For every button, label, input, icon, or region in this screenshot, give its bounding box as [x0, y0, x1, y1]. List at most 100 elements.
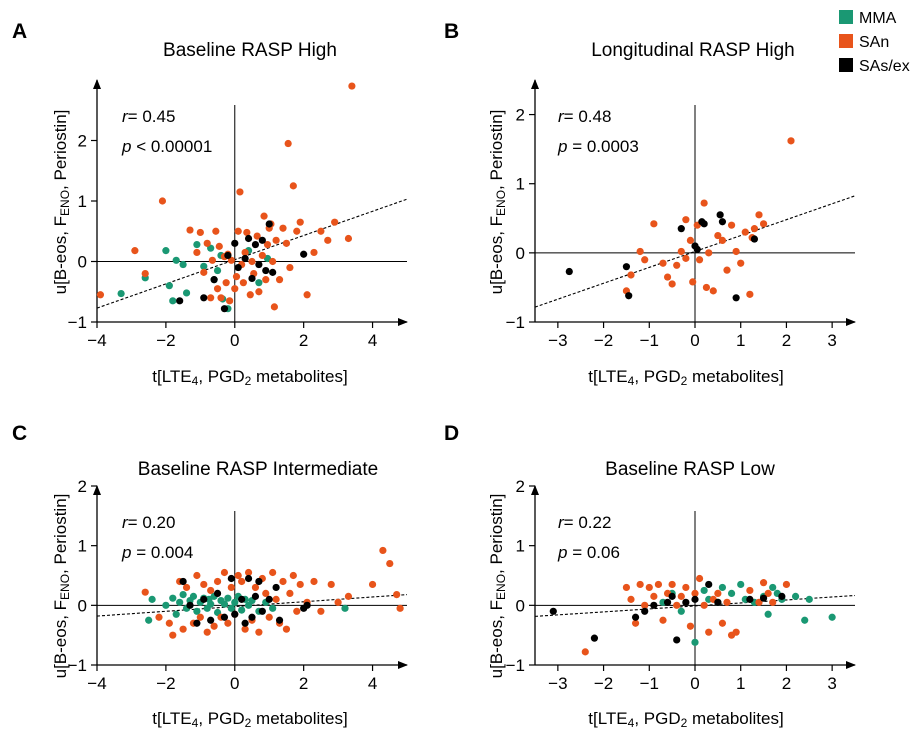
y-tick-label: 2: [516, 106, 525, 125]
data-point-san: [96, 291, 105, 299]
data-point-san: [746, 586, 754, 595]
data-point-san: [723, 266, 731, 274]
y-tick-label: 2: [78, 477, 87, 496]
data-point-san: [654, 580, 663, 589]
data-point-san: [622, 583, 631, 592]
y-axis-label: u[B-eos, FENO, Periostin]: [487, 494, 508, 679]
data-point-san: [258, 251, 266, 260]
data-point-san: [179, 625, 187, 633]
data-point-san: [769, 598, 777, 606]
data-point-san: [737, 259, 745, 267]
data-point-san: [141, 270, 149, 278]
y-axis-arrow-icon: [531, 79, 539, 89]
data-point-san: [764, 589, 772, 598]
y-tick-label: −1: [506, 656, 525, 675]
data-point-mma: [172, 256, 180, 264]
legend-swatch-san: [839, 34, 853, 48]
data-point-mma: [172, 610, 180, 618]
data-point-mma: [213, 266, 222, 275]
y-tick-label: 0: [516, 244, 525, 263]
x-axis-label: t[LTE4, PGD2 metabolites]: [152, 367, 347, 388]
data-point-san: [131, 247, 139, 255]
regression-line: [534, 594, 856, 617]
data-point-san: [289, 571, 297, 580]
y-tick-label: 1: [516, 175, 525, 194]
data-point-sas-ex: [238, 595, 246, 603]
y-axis-arrow-icon: [93, 79, 101, 89]
data-point-mma: [764, 610, 772, 618]
data-point-san: [213, 577, 222, 586]
data-point-mma: [179, 260, 187, 269]
data-point-san: [732, 628, 740, 636]
data-point-sas-ex: [275, 616, 284, 624]
x-tick-label: 3: [827, 331, 836, 350]
data-point-mma: [176, 598, 184, 606]
data-point-san: [234, 571, 242, 580]
panel-letter: A: [12, 20, 27, 43]
data-point-sas-ex: [220, 305, 229, 313]
data-point-sas-ex: [176, 297, 184, 305]
data-point-san: [169, 631, 177, 639]
data-point-san: [286, 589, 294, 598]
data-point-sas-ex: [625, 292, 633, 300]
data-point-sas-ex: [248, 613, 256, 621]
x-tick-label: 0: [230, 674, 239, 693]
data-point-mma: [255, 279, 263, 287]
data-point-san: [241, 248, 249, 257]
data-point-san: [260, 212, 268, 220]
data-point-sas-ex: [220, 613, 229, 621]
data-point-san: [265, 613, 273, 621]
data-point-san: [262, 276, 270, 284]
panel-title: Baseline RASP High: [163, 40, 337, 61]
data-point-sas-ex: [718, 218, 727, 226]
data-point-mma: [200, 262, 208, 270]
data-point-san: [279, 577, 287, 586]
panel-d: D Baseline RASP Low r= 0.22 p = 0.06 t[L…: [444, 422, 856, 730]
data-point-mma: [718, 583, 727, 592]
data-point-san: [279, 224, 287, 232]
data-point-san: [627, 271, 635, 279]
y-axis-arrow-icon: [93, 485, 101, 495]
data-point-mma: [227, 604, 235, 612]
data-point-san: [677, 247, 685, 256]
x-tick-label: 2: [299, 331, 308, 350]
data-point-san: [244, 568, 253, 577]
legend-label-sasex: SAs/ex: [859, 58, 910, 75]
data-point-sas-ex: [590, 634, 599, 642]
y-tick-label: −1: [68, 313, 87, 332]
data-point-san: [203, 628, 211, 636]
data-point-san: [732, 247, 740, 256]
y-tick-label: 2: [78, 132, 87, 151]
x-tick-label: 2: [299, 674, 308, 693]
y-tick-label: 0: [516, 596, 525, 615]
data-point-sas-ex: [248, 274, 256, 283]
data-point-sas-ex: [732, 294, 740, 302]
y-tick-label: 0: [78, 596, 87, 615]
data-point-sas-ex: [677, 225, 685, 233]
data-point-san: [222, 279, 230, 287]
data-point-sas-ex: [622, 263, 631, 271]
data-point-san: [251, 583, 260, 592]
data-point-sas-ex: [251, 592, 260, 600]
data-point-san: [155, 613, 163, 621]
data-point-san: [327, 580, 335, 589]
data-point-sas-ex: [663, 598, 672, 606]
data-point-sas-ex: [227, 574, 235, 583]
data-point-mma: [700, 586, 708, 595]
legend-swatch-mma: [839, 10, 853, 24]
data-point-san: [226, 297, 234, 305]
data-point-san: [741, 228, 749, 236]
data-point-san: [275, 276, 284, 284]
data-point-san: [227, 583, 235, 592]
legend-label-san: SAn: [859, 34, 889, 51]
data-point-sas-ex: [691, 595, 699, 603]
data-point-san: [641, 256, 649, 264]
data-point-san: [659, 616, 667, 624]
data-point-san: [186, 226, 194, 234]
data-point-sas-ex: [207, 616, 215, 624]
x-tick-label: 4: [368, 674, 377, 693]
data-point-san: [158, 197, 167, 205]
data-point-sas-ex: [255, 260, 263, 269]
data-point-sas-ex: [213, 589, 222, 598]
data-point-sas-ex: [693, 245, 701, 253]
